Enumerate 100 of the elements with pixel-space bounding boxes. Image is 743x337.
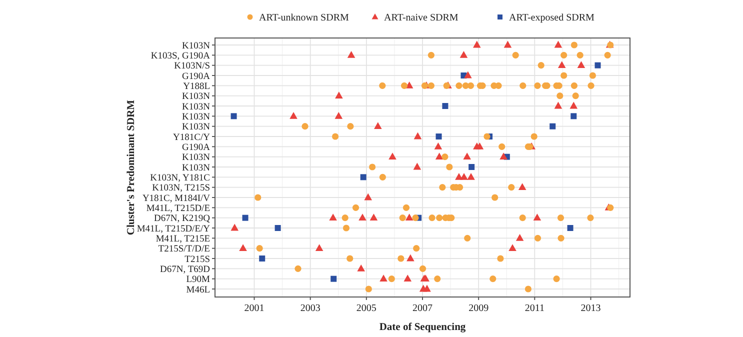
point bbox=[442, 154, 448, 160]
point bbox=[577, 61, 586, 68]
y-tick-label: M41L, T215E bbox=[156, 234, 210, 244]
point bbox=[379, 82, 386, 89]
point bbox=[604, 52, 611, 58]
legend-label: ART-exposed SDRM bbox=[509, 12, 595, 24]
point bbox=[455, 172, 463, 180]
point bbox=[504, 40, 512, 48]
point bbox=[467, 172, 475, 180]
y-tick-label: D67N, T69D bbox=[160, 264, 210, 275]
point bbox=[463, 152, 471, 160]
point bbox=[342, 224, 350, 232]
y-tick-label: K103N bbox=[182, 41, 210, 52]
point bbox=[406, 254, 414, 262]
point bbox=[456, 82, 462, 89]
point bbox=[464, 234, 471, 242]
point bbox=[570, 102, 578, 109]
point bbox=[490, 276, 496, 282]
point bbox=[570, 82, 578, 89]
point bbox=[516, 234, 524, 241]
y-tick-label: K103N bbox=[182, 122, 210, 133]
point bbox=[436, 134, 442, 140]
x-tick-label: 2007 bbox=[412, 303, 432, 314]
point bbox=[530, 133, 538, 140]
point bbox=[567, 225, 574, 231]
point bbox=[347, 123, 354, 130]
point bbox=[520, 82, 526, 89]
point bbox=[315, 244, 324, 252]
y-tick-label: K103N bbox=[182, 92, 210, 102]
x-tick-label: 2013 bbox=[580, 303, 601, 314]
point bbox=[587, 214, 594, 222]
point bbox=[242, 214, 248, 221]
y-tick-label: Y188L bbox=[183, 82, 210, 92]
point bbox=[358, 214, 366, 221]
point bbox=[302, 123, 308, 130]
point bbox=[435, 152, 444, 160]
point bbox=[524, 286, 532, 292]
point bbox=[364, 193, 372, 200]
legend-label: ART-naive SDRM bbox=[384, 12, 458, 24]
point bbox=[560, 52, 568, 58]
point bbox=[442, 103, 448, 109]
point bbox=[360, 174, 366, 180]
x-tick-label: 2011 bbox=[524, 303, 544, 314]
point bbox=[256, 245, 263, 252]
point bbox=[557, 214, 564, 222]
point bbox=[500, 152, 508, 160]
point bbox=[490, 82, 498, 89]
point bbox=[468, 164, 475, 170]
point bbox=[388, 276, 395, 282]
y-tick-label: K103S, G190A bbox=[150, 51, 210, 62]
point bbox=[473, 142, 481, 150]
point bbox=[412, 214, 419, 222]
point bbox=[379, 174, 386, 180]
point bbox=[402, 204, 410, 211]
point bbox=[519, 214, 526, 222]
point bbox=[492, 194, 498, 201]
point bbox=[400, 82, 408, 89]
x-tick-label: 2009 bbox=[468, 303, 489, 314]
y-tick-label: M46L bbox=[186, 285, 210, 296]
y-tick-label: K103N bbox=[182, 102, 210, 112]
point bbox=[508, 244, 516, 252]
x-tick-label: 2003 bbox=[300, 303, 320, 314]
point bbox=[588, 82, 594, 89]
point bbox=[352, 204, 360, 211]
point bbox=[399, 214, 406, 222]
point bbox=[404, 274, 412, 282]
point bbox=[534, 234, 542, 242]
y-tick-label: G190A bbox=[182, 142, 210, 153]
point bbox=[572, 92, 579, 100]
y-tick-label: Y181C/Y bbox=[173, 132, 210, 143]
point bbox=[570, 113, 577, 120]
point bbox=[405, 214, 414, 221]
point bbox=[370, 214, 378, 221]
y-tick-label: T215S bbox=[184, 254, 210, 265]
point bbox=[508, 184, 515, 191]
y-tick-label: K103N bbox=[182, 112, 210, 122]
point bbox=[290, 112, 298, 119]
point bbox=[428, 82, 434, 89]
point bbox=[589, 72, 596, 79]
legend-label: ART-unknown SDRM bbox=[259, 12, 349, 24]
y-tick-label: G190A bbox=[182, 72, 210, 82]
point bbox=[414, 132, 422, 140]
point bbox=[259, 256, 266, 262]
point bbox=[498, 143, 506, 150]
point bbox=[434, 142, 442, 150]
y-tick-label: K103N bbox=[182, 153, 210, 164]
point bbox=[334, 112, 343, 119]
point bbox=[518, 183, 526, 190]
y-axis-title: Cluster's Predominant SDRM bbox=[126, 100, 137, 236]
x-tick-label: 2001 bbox=[244, 303, 264, 314]
point bbox=[419, 265, 426, 272]
point bbox=[512, 52, 519, 58]
point bbox=[473, 40, 481, 48]
point bbox=[335, 92, 343, 99]
point bbox=[398, 255, 404, 262]
point bbox=[274, 225, 281, 231]
point bbox=[594, 62, 601, 68]
point bbox=[553, 276, 560, 282]
point bbox=[330, 276, 337, 282]
point bbox=[556, 92, 564, 100]
